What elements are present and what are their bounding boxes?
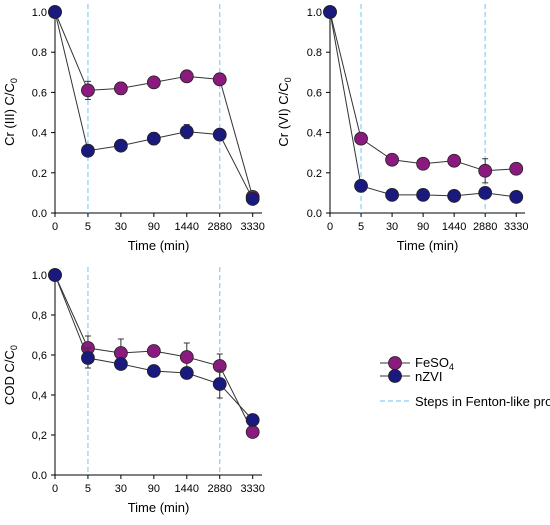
y-tick-label: 0.0 (32, 208, 47, 220)
y-tick-label: 0.0 (307, 208, 322, 220)
data-point-nzvi (81, 143, 95, 158)
y-tick-label: 0.6 (307, 87, 322, 99)
chart-panel-cod: 0.0 0,2 0,4 0,6 0,8 1.0 0 5 30 90 1440 2880 3330 Time… (2, 267, 265, 515)
x-tick-label: 5 (85, 483, 91, 495)
series-line-feso4 (54, 11, 254, 198)
y-axis-label: Cr (III) C/C0 (2, 78, 19, 146)
x-tick-label: 30 (115, 483, 127, 495)
x-tick-label: 0 (327, 221, 333, 233)
x-tick-label: 2880 (473, 221, 497, 233)
x-tick-label: 3330 (240, 221, 264, 233)
x-tick-label: 0 (52, 483, 58, 495)
legend-label-feso4: FeSO4 (415, 355, 454, 372)
y-tick-label: 1.0 (32, 7, 47, 19)
data-point-feso4 (478, 163, 493, 178)
data-point-nzvi (179, 366, 194, 380)
data-point-feso4 (245, 425, 260, 439)
data-point-feso4 (509, 161, 524, 176)
chart-panel-cr-vi: 0.0 0.2 0.4 0.6 0.8 1.0 0 5 30 90 1440 2880 3330 Time… (276, 4, 528, 253)
data-point-nzvi (179, 124, 194, 139)
x-tick-label: 30 (386, 221, 398, 233)
x-tick-label: 3330 (504, 221, 528, 233)
data-point-nzvi (212, 127, 227, 142)
series-line-feso4 (329, 11, 517, 172)
y-tick-label: 0,4 (32, 390, 47, 402)
x-tick-label: 90 (417, 221, 429, 233)
x-tick-label: 90 (148, 221, 160, 233)
data-point-nzvi (146, 364, 161, 378)
legend-label-nzvi: nZVI (415, 369, 442, 384)
data-point-nzvi (212, 377, 227, 391)
data-point-nzvi (113, 138, 128, 153)
data-point-nzvi (48, 5, 62, 19)
y-tick-label: 0.4 (307, 128, 322, 140)
data-point-nzvi (48, 268, 62, 282)
data-point-feso4 (146, 344, 161, 358)
data-point-nzvi (354, 178, 368, 193)
data-point-nzvi (478, 185, 493, 200)
x-tick-label: 30 (115, 221, 127, 233)
data-point-feso4 (385, 152, 399, 167)
y-axis-label: Cr (VI) C/C0 (276, 77, 293, 146)
x-tick-label: 3330 (240, 483, 264, 495)
legend-steps-label: Steps in Fenton-like process (415, 394, 550, 409)
data-point-nzvi (113, 357, 128, 371)
y-tick-label: 0.6 (32, 87, 47, 99)
data-point-feso4 (447, 153, 462, 168)
y-tick-label: 0.4 (32, 128, 47, 140)
x-tick-label: 5 (85, 221, 91, 233)
x-tick-label: 5 (358, 221, 364, 233)
legend-marker-nzvi (388, 369, 402, 383)
data-point-nzvi (81, 351, 95, 365)
y-tick-label: 0,8 (32, 310, 47, 322)
x-tick-label: 1440 (442, 221, 466, 233)
data-point-feso4 (212, 72, 227, 87)
data-point-feso4 (354, 131, 368, 146)
x-axis-label: Time (min) (128, 238, 190, 253)
y-axis-label: COD C/C0 (2, 345, 19, 405)
y-tick-label: 0.2 (32, 168, 47, 180)
y-tick-label: 1.0 (32, 270, 47, 282)
y-tick-label: 0.8 (32, 47, 47, 59)
data-point-feso4 (179, 69, 194, 84)
legend: FeSO4 nZVI Steps in Fenton-like process (380, 355, 550, 409)
data-point-nzvi (447, 189, 462, 203)
data-point-nzvi (509, 190, 524, 204)
legend-marker-feso4 (388, 356, 402, 370)
x-tick-label: 2880 (207, 483, 231, 495)
data-point-nzvi (146, 131, 161, 146)
data-point-feso4 (146, 75, 161, 90)
data-point-nzvi (323, 5, 337, 19)
y-tick-label: 1.0 (307, 7, 322, 19)
data-point-nzvi (385, 188, 399, 202)
x-tick-label: 0 (52, 221, 58, 233)
data-point-feso4 (113, 81, 128, 96)
y-tick-label: 0.8 (307, 47, 322, 59)
x-axis-label: Time (min) (397, 238, 459, 253)
data-point-feso4 (179, 350, 194, 364)
data-point-nzvi (245, 192, 260, 206)
chart-panel-cr-iii: 0.0 0.2 0.4 0.6 0.8 1.0 0 5 30 90 1440 2880 3330 Time… (2, 4, 265, 253)
data-point-nzvi (416, 188, 431, 202)
data-point-nzvi (245, 413, 260, 427)
x-tick-label: 1440 (175, 483, 199, 495)
y-tick-label: 0,2 (32, 430, 47, 442)
series-line-nzvi (54, 11, 254, 200)
x-tick-label: 1440 (175, 221, 199, 233)
y-tick-label: 0.0 (32, 470, 47, 482)
y-tick-label: 0,6 (32, 350, 47, 362)
data-point-feso4 (81, 83, 95, 98)
x-tick-label: 2880 (207, 221, 231, 233)
x-tick-label: 90 (148, 483, 160, 495)
data-point-feso4 (416, 156, 431, 171)
x-axis-label: Time (min) (128, 500, 190, 515)
y-tick-label: 0.2 (307, 168, 322, 180)
